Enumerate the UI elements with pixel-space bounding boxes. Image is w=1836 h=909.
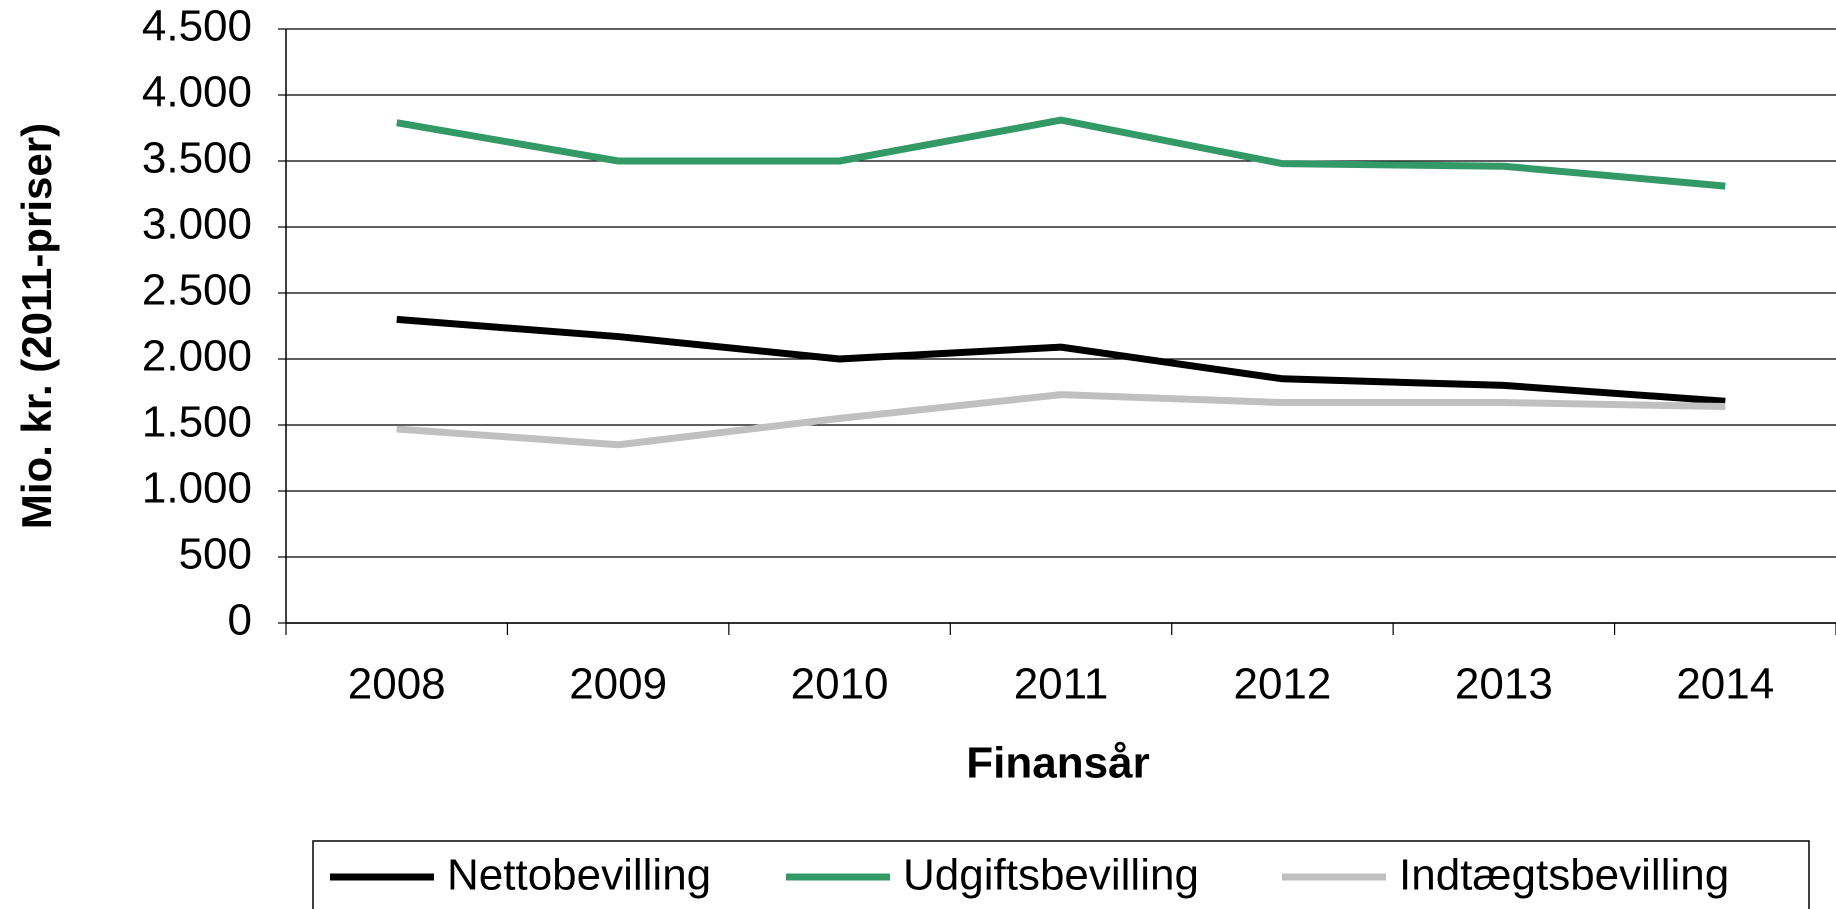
legend-label: Nettobevilling bbox=[447, 851, 711, 900]
series-line bbox=[396, 116, 1726, 190]
y-tick-label: 2.500 bbox=[142, 266, 252, 315]
x-tick-label: 2014 bbox=[1676, 660, 1774, 709]
y-axis-label: Mio. kr. (2011-priser) bbox=[13, 123, 60, 529]
x-tick-label: 2012 bbox=[1233, 660, 1331, 709]
y-tick-label: 0 bbox=[228, 596, 252, 645]
x-tick-label: 2008 bbox=[348, 660, 446, 709]
series-line bbox=[396, 315, 1726, 405]
y-tick-label: 3.000 bbox=[142, 200, 252, 249]
legend-label: Udgiftsbevilling bbox=[903, 851, 1199, 900]
x-tick-label: 2011 bbox=[1014, 660, 1109, 709]
x-tick-label: 2009 bbox=[569, 660, 667, 709]
y-tick-label: 1.000 bbox=[142, 464, 252, 513]
legend-label: Indtægtsbevilling bbox=[1399, 851, 1729, 900]
series-line bbox=[396, 391, 1726, 449]
x-tick-label: 2010 bbox=[791, 660, 889, 709]
y-tick-label: 500 bbox=[179, 530, 252, 579]
y-tick-label: 3.500 bbox=[142, 134, 252, 183]
y-tick-label: 4.500 bbox=[142, 2, 252, 51]
y-tick-label: 2.000 bbox=[142, 332, 252, 381]
x-axis-label: Finansår bbox=[966, 739, 1149, 788]
x-tick-label: 2013 bbox=[1455, 660, 1553, 709]
y-tick-label: 4.000 bbox=[142, 68, 252, 117]
y-tick-label: 1.500 bbox=[142, 398, 252, 447]
legend-box bbox=[312, 840, 1810, 909]
